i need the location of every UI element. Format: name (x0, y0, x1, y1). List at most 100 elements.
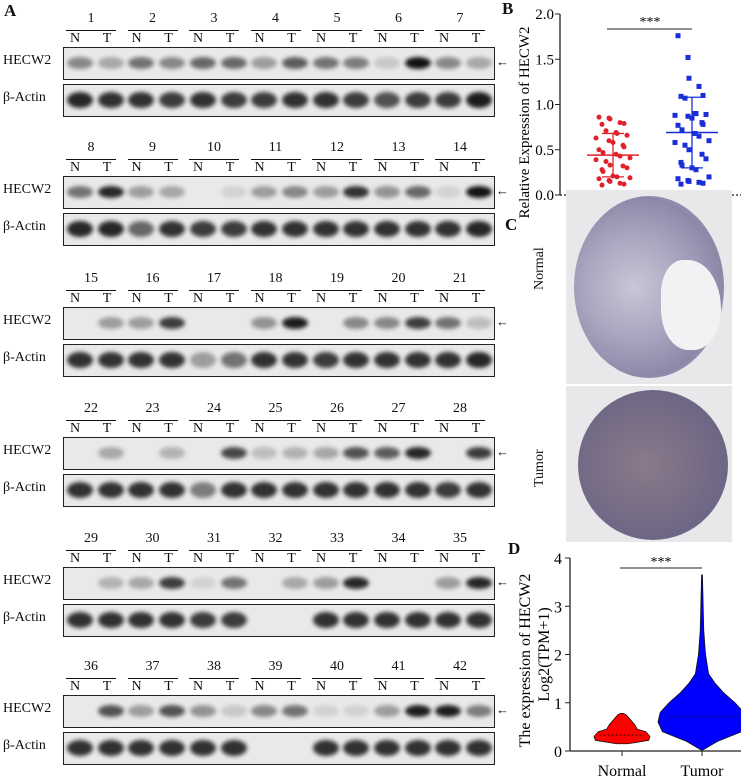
data-point (693, 167, 699, 173)
band (97, 705, 124, 717)
sample-number: 34 (391, 531, 406, 546)
band (128, 705, 155, 717)
band (312, 447, 339, 459)
beta-actin-row-label: β-Actin (3, 738, 46, 753)
band (67, 57, 93, 69)
data-point (621, 181, 627, 187)
band (97, 352, 124, 368)
y-axis-label-unit: Log2(TPM+1) (536, 607, 553, 701)
band (251, 57, 278, 69)
beta-actin-row-label: β-Actin (3, 610, 46, 625)
lane-label: N (192, 421, 204, 436)
beta-actin-blot (63, 84, 495, 117)
sample-underline (250, 678, 301, 679)
band (128, 577, 155, 589)
band (466, 482, 493, 498)
hecw2-row-label: HECW2 (3, 443, 52, 458)
sample-underline (435, 550, 485, 551)
y-axis-label: The expression of HECW2 (517, 574, 534, 748)
arrow-icon: ← (496, 54, 509, 69)
sample-underline (189, 420, 239, 421)
band (435, 352, 462, 368)
data-point (686, 178, 692, 184)
lane-label: N (192, 31, 204, 46)
band (159, 57, 186, 69)
band (189, 352, 216, 368)
band (281, 447, 308, 459)
band (374, 482, 400, 498)
band (404, 57, 431, 69)
sample-number: 5 (333, 11, 341, 26)
lane-label: T (102, 421, 112, 436)
sample-number: 6 (395, 11, 402, 26)
lane-label: N (254, 160, 265, 175)
lane-label: N (377, 31, 388, 46)
band (404, 186, 431, 198)
lane-label: T (348, 551, 358, 566)
sample-number: 41 (391, 659, 406, 674)
lane-label: T (225, 160, 235, 175)
band (281, 482, 308, 498)
lane-label: N (377, 160, 388, 175)
ihc-normal-label: Normal (532, 247, 547, 290)
data-point (617, 180, 623, 186)
y-tick-label: 1 (554, 696, 562, 713)
data-point (617, 120, 623, 126)
data-point (600, 149, 606, 155)
band (312, 92, 339, 108)
sample-underline (435, 290, 485, 291)
band (159, 577, 186, 589)
lane-label: N (69, 421, 81, 436)
y-axis-label: Relative Expression of HECW2 (517, 26, 533, 218)
lane-label: T (164, 679, 173, 694)
band (128, 612, 155, 628)
lane-label: T (225, 679, 235, 694)
band (312, 612, 339, 628)
band (466, 317, 493, 329)
band (220, 705, 247, 717)
sample-number: 30 (145, 531, 160, 546)
lane-label: T (164, 291, 173, 306)
sample-underline (250, 30, 301, 31)
band (281, 317, 308, 329)
band (189, 705, 216, 717)
band (220, 57, 247, 69)
band (220, 352, 247, 368)
data-point (686, 147, 692, 153)
band (312, 482, 339, 498)
band (220, 740, 247, 756)
data-point (686, 75, 692, 81)
band (251, 705, 278, 717)
data-point (699, 151, 705, 157)
band (312, 57, 339, 69)
hecw2-blot (63, 47, 495, 80)
band (281, 352, 308, 368)
band (281, 186, 308, 198)
sample-underline (127, 159, 178, 160)
band (466, 612, 493, 628)
band (159, 317, 186, 329)
beta-actin-blot (63, 732, 495, 765)
lane-label: N (254, 291, 265, 306)
sample-number: 20 (391, 271, 406, 286)
lane-label: T (102, 31, 112, 46)
lane-label: T (410, 679, 419, 694)
band (466, 705, 493, 717)
band (281, 577, 308, 589)
sample-underline (127, 550, 178, 551)
lane-label: T (164, 421, 173, 436)
hecw2-blot (63, 567, 495, 600)
band (67, 482, 93, 498)
sample-number: 19 (330, 271, 344, 286)
sample-number: 35 (453, 531, 467, 546)
lane-label: N (131, 551, 142, 566)
band (281, 57, 308, 69)
band (251, 221, 278, 237)
band (281, 221, 308, 237)
band (97, 92, 124, 108)
sample-number: 22 (84, 401, 98, 416)
lane-label: T (164, 160, 173, 175)
ihc-tumor-label: Tumor (532, 449, 547, 487)
sample-underline (435, 30, 485, 31)
data-point (678, 181, 684, 187)
